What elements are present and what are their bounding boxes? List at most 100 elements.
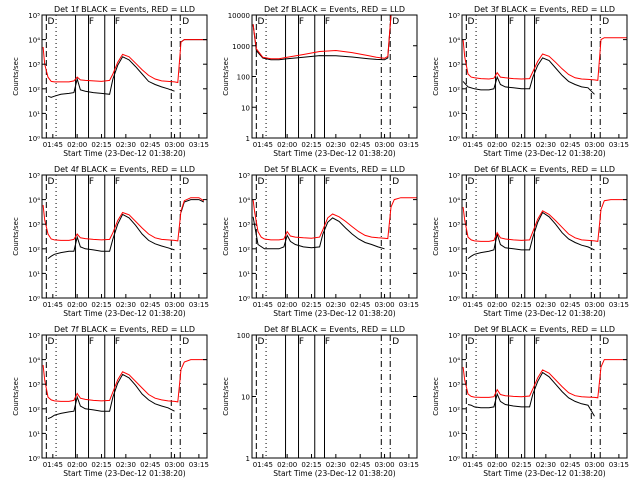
y-tick-label: 10⁵ (448, 172, 460, 180)
y-tick-label: 10³ (238, 221, 250, 229)
x-tick-label: 02:15 (301, 461, 321, 469)
detector-panel-3: Det 3f BLACK = Events, RED = LLD D F F D 10⁰ 1… (432, 5, 629, 158)
series-line-lld (462, 37, 627, 81)
x-tick-label: 02:45 (140, 461, 160, 469)
y-tick-label: 10 (241, 394, 250, 402)
plot-frame (41, 14, 208, 139)
panel-title: Det 7f BLACK = Events, RED = LLD (54, 325, 195, 334)
event-flag-label: D (392, 17, 399, 27)
event-flag-label: F (299, 17, 304, 27)
series-line-events (47, 373, 175, 420)
x-tick-label: 02:30 (536, 301, 556, 309)
x-tick-label: 02:30 (536, 141, 556, 149)
y-tick-label: 10³ (448, 221, 460, 229)
y-tick-label: 10⁰ (448, 295, 460, 303)
series-line-events (47, 39, 207, 98)
y-tick-label: 10⁵ (28, 332, 40, 340)
x-tick-label: 02:00 (67, 461, 87, 469)
y-tick-label: 100 (237, 74, 250, 82)
x-axis-label: Start Time (23-Dec-12 01:38:20) (63, 469, 185, 478)
x-tick-label: 02:45 (560, 461, 580, 469)
x-tick-label: 01:45 (43, 301, 63, 309)
event-flag-label: D (602, 177, 609, 187)
detector-panel-7: Det 7f BLACK = Events, RED = LLD D F F D 10⁰ 1… (12, 325, 209, 478)
panel-title: Det 8f BLACK = Events, RED = LLD (264, 325, 405, 334)
y-tick-label: 10⁴ (448, 37, 460, 45)
y-tick-label: 10⁴ (28, 357, 40, 365)
x-tick-label: 01:45 (253, 301, 273, 309)
x-tick-label: 02:45 (140, 301, 160, 309)
y-axis-label: Counts/sec (12, 57, 20, 96)
x-axis-label: Start Time (23-Dec-12 01:38:20) (273, 309, 395, 318)
x-axis-label: Start Time (23-Dec-12 01:38:20) (63, 149, 185, 158)
x-tick-label: 02:45 (350, 461, 370, 469)
y-axis-label: Counts/sec (12, 217, 20, 256)
x-tick-label: 03:15 (609, 141, 629, 149)
x-tick-label: 02:00 (67, 141, 87, 149)
y-tick-label: 10³ (448, 381, 460, 389)
x-tick-label: 02:30 (326, 301, 346, 309)
plot-frame (251, 174, 418, 299)
y-tick-label: 10⁰ (448, 455, 460, 463)
x-tick-label: 03:00 (374, 301, 394, 309)
y-tick-label: 10¹ (448, 430, 460, 438)
x-tick-label: 02:15 (301, 301, 321, 309)
event-flag-label: D (258, 337, 265, 347)
y-tick-label: 10⁴ (238, 197, 250, 205)
y-tick-label: 10³ (28, 381, 40, 389)
x-tick-label: 02:45 (350, 141, 370, 149)
detector-panel-9: Det 9f BLACK = Events, RED = LLD D F F D 10⁰ 1… (432, 325, 629, 478)
panel-title: Det 2f BLACK = Events, RED = LLD (264, 5, 405, 14)
series-line-events (467, 211, 595, 259)
detector-panel-2: Det 2f BLACK = Events, RED = LLD D F F D 1 10 1… (222, 5, 419, 158)
x-tick-label: 03:00 (584, 461, 604, 469)
series-line-events (252, 216, 385, 250)
x-tick-label: 02:45 (350, 301, 370, 309)
y-tick-label: 10³ (28, 61, 40, 69)
x-axis-label: Start Time (23-Dec-12 01:38:20) (483, 469, 605, 478)
x-tick-label: 02:00 (277, 461, 297, 469)
event-flag-label: F (535, 17, 540, 27)
y-tick-label: 10² (28, 246, 40, 254)
x-tick-label: 03:00 (584, 141, 604, 149)
panel-title: Det 3f BLACK = Events, RED = LLD (474, 5, 615, 14)
panel-title: Det 5f BLACK = Events, RED = LLD (264, 165, 405, 174)
series-line-events (462, 57, 595, 95)
y-tick-label: 10¹ (238, 270, 250, 278)
series-line-lld (252, 197, 417, 241)
x-tick-label: 02:00 (487, 461, 507, 469)
event-flag-label: D (182, 17, 189, 27)
event-flag-label: D (48, 337, 55, 347)
event-flag-label: D (468, 17, 475, 27)
plot-frame (41, 334, 208, 459)
x-tick-label: 02:15 (91, 141, 111, 149)
event-flag-label: D (602, 337, 609, 347)
event-flag-label: F (509, 17, 514, 27)
y-tick-label: 10⁰ (238, 295, 250, 303)
x-tick-label: 02:00 (277, 141, 297, 149)
x-tick-label: 01:45 (253, 141, 273, 149)
y-tick-label: 10⁵ (448, 332, 460, 340)
y-tick-label: 10³ (448, 61, 460, 69)
x-tick-label: 01:45 (253, 461, 273, 469)
y-axis-label: Counts/sec (222, 217, 230, 256)
panel-title: Det 9f BLACK = Events, RED = LLD (474, 325, 615, 334)
y-tick-label: 10⁴ (448, 357, 460, 365)
plot-frame (461, 14, 628, 139)
series-line-lld (42, 359, 207, 403)
y-tick-label: 10¹ (28, 110, 40, 118)
event-flag-label: D (182, 337, 189, 347)
x-tick-label: 03:15 (609, 301, 629, 309)
x-axis-label: Start Time (23-Dec-12 01:38:20) (483, 149, 605, 158)
event-flag-label: F (115, 337, 120, 347)
y-axis-label: Counts/sec (222, 57, 230, 96)
x-tick-label: 02:15 (511, 301, 531, 309)
y-tick-label: 10² (238, 246, 250, 254)
event-flag-label: F (509, 337, 514, 347)
event-flag-label: F (509, 177, 514, 187)
y-tick-label: 1000 (232, 43, 250, 51)
x-tick-label: 03:15 (189, 141, 209, 149)
y-tick-label: 100 (237, 332, 250, 340)
x-tick-label: 02:00 (487, 301, 507, 309)
y-tick-label: 10⁴ (28, 37, 40, 45)
